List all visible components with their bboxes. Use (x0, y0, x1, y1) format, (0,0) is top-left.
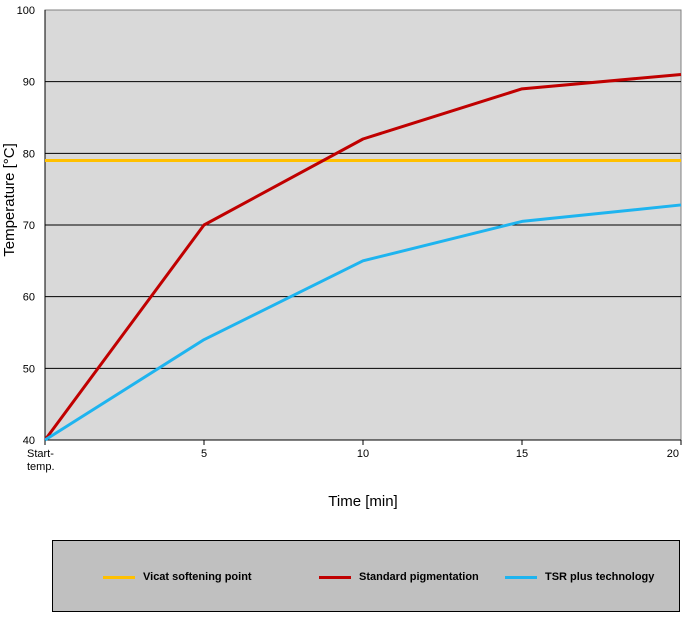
legend-swatch-vicat (103, 575, 135, 579)
x-tick-label: Start-temp. (27, 448, 55, 473)
x-tick-label-line: 20 (667, 448, 679, 460)
legend-label-tsr: TSR plus technology (545, 571, 655, 583)
y-tick-label: 100 (17, 5, 35, 17)
legend-item-tsr: TSR plus technology (505, 571, 654, 583)
x-tick-label-line: 15 (516, 448, 528, 460)
legend-item-standard: Standard pigmentation (319, 571, 479, 583)
series-line-2 (43, 73, 682, 441)
x-tick-label-line: 5 (201, 448, 207, 460)
legend-swatch-tsr (505, 575, 537, 579)
legend-item-vicat: Vicat softening point (103, 571, 252, 583)
x-tick-label-line: temp. (27, 461, 55, 473)
x-axis-title: Time [min] (328, 493, 397, 510)
line-chart: 40 50 60 70 80 90 100 Start-temp. 5 10 15 20 Tempe… (1, 5, 682, 510)
y-tick-label: 70 (23, 220, 35, 232)
legend-swatch-standard (319, 575, 351, 579)
x-tick-label: 10 (357, 448, 369, 460)
x-tick-label: 15 (516, 448, 528, 460)
legend-label-vicat: Vicat softening point (143, 571, 252, 583)
x-tick-label: 20 (667, 448, 679, 460)
y-tick-label: 40 (23, 435, 35, 447)
series-layer (43, 73, 682, 442)
y-tick-label: 80 (23, 148, 35, 160)
x-tick-label-line: Start- (27, 448, 54, 460)
legend-label-standard: Standard pigmentation (359, 571, 479, 583)
y-axis-title: Temperature [°C] (1, 143, 18, 257)
y-tick-label: 60 (23, 292, 35, 304)
x-tick-label-line: 10 (357, 448, 369, 460)
y-tick-label: 50 (23, 363, 35, 375)
y-tick-labels: 40 50 60 70 80 90 100 (17, 5, 35, 447)
x-tick-label: 5 (201, 448, 207, 460)
x-tick-labels: Start-temp. 5 10 15 20 (27, 448, 679, 473)
y-tick-label: 90 (23, 77, 35, 89)
legend: Vicat softening point Standard pigmentat… (52, 540, 680, 612)
series-line-3 (44, 203, 682, 442)
